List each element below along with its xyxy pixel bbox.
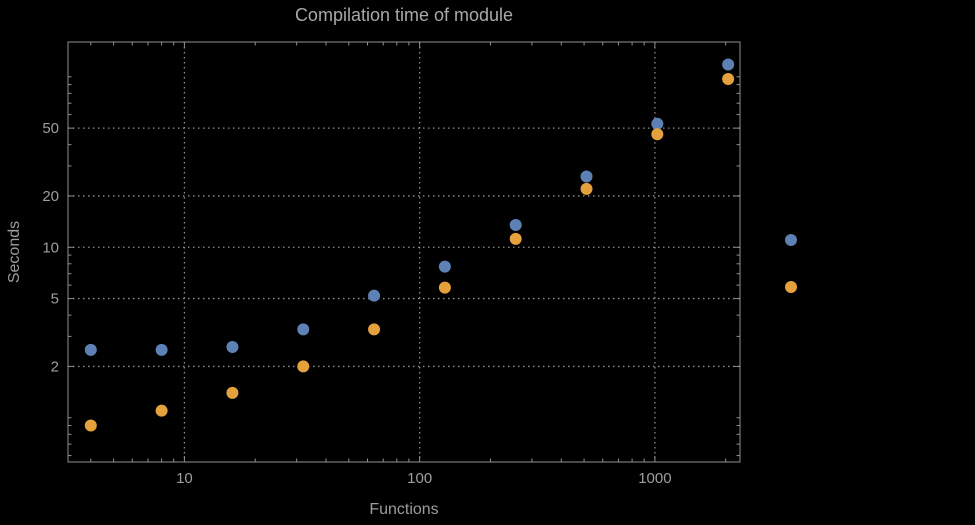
chart-title: Compilation time of module	[294, 5, 514, 25]
data-point	[509, 232, 522, 245]
y-tick-label: 5	[51, 291, 59, 308]
legend-marker	[785, 234, 797, 246]
x-tick-label: 10	[176, 470, 193, 487]
data-point	[509, 219, 522, 232]
x-axis-label: Functions	[369, 501, 439, 518]
data-point	[438, 281, 451, 294]
data-point	[226, 386, 239, 399]
data-point	[580, 170, 593, 183]
data-point	[438, 260, 451, 273]
y-axis-label: Seconds	[6, 220, 23, 284]
data-point	[226, 340, 239, 353]
data-point	[722, 58, 735, 71]
data-point	[651, 117, 664, 130]
data-point	[84, 343, 97, 356]
data-point	[297, 323, 310, 336]
data-point	[155, 343, 168, 356]
legend-marker	[785, 281, 797, 293]
data-point	[84, 419, 97, 432]
data-point	[722, 73, 735, 86]
y-tick-label: 2	[51, 358, 59, 375]
data-point	[297, 360, 310, 373]
data-point	[651, 128, 664, 141]
data-point	[580, 182, 593, 195]
y-tick-label: 50	[42, 120, 59, 137]
plot-frame	[67, 41, 741, 463]
y-tick-label: 10	[42, 239, 59, 256]
x-tick-label: 1000	[638, 470, 671, 487]
x-tick-label: 100	[407, 470, 432, 487]
data-point	[155, 404, 168, 417]
data-point	[368, 289, 381, 302]
data-point	[368, 323, 381, 336]
y-tick-label: 20	[42, 188, 59, 205]
